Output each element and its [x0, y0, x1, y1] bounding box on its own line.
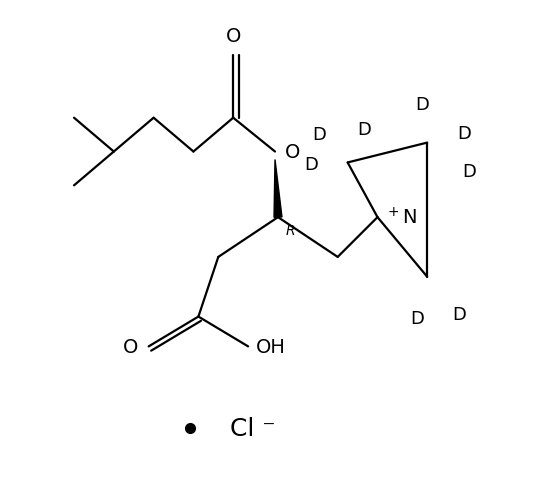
Text: D: D: [452, 305, 466, 323]
Text: O: O: [285, 143, 300, 162]
Text: D: D: [304, 156, 318, 174]
Text: D: D: [462, 163, 476, 181]
Text: Cl ⁻: Cl ⁻: [230, 416, 276, 440]
Polygon shape: [274, 160, 282, 218]
Text: $^+$N: $^+$N: [385, 207, 418, 228]
Text: D: D: [457, 124, 471, 142]
Text: D: D: [410, 309, 424, 327]
Text: O: O: [123, 337, 139, 356]
Text: D: D: [312, 125, 326, 143]
Text: D: D: [358, 121, 372, 138]
Text: OH: OH: [256, 337, 286, 356]
Text: R: R: [286, 224, 295, 238]
Text: D: D: [415, 95, 429, 114]
Text: O: O: [226, 27, 241, 46]
